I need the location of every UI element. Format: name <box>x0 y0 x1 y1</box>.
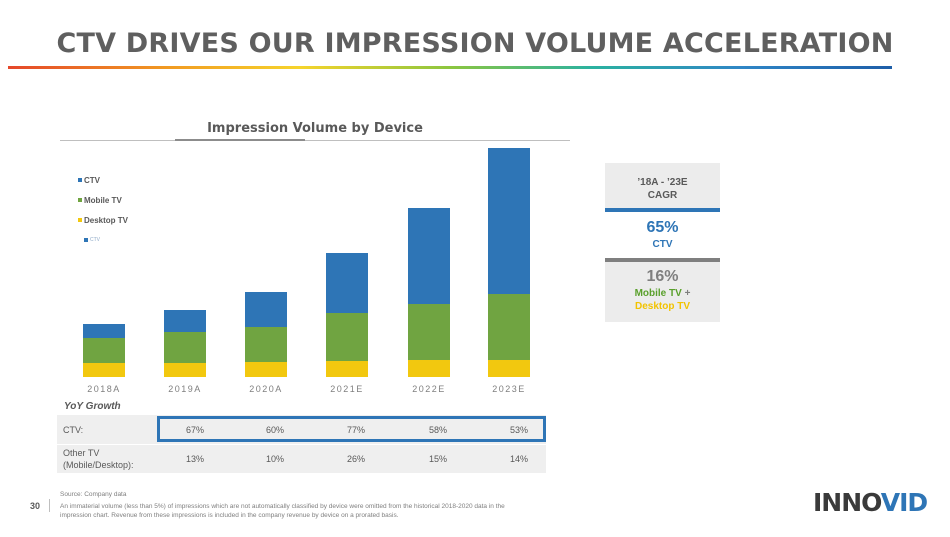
x-tick-label: 2022E <box>412 384 446 394</box>
title-gradient-rule <box>8 66 892 69</box>
page-number: 30 <box>30 501 41 511</box>
chart-title-rule <box>60 140 570 141</box>
x-tick-label: 2019A <box>168 384 202 394</box>
x-tick-label: 2021E <box>330 384 364 394</box>
x-tick-label: 2023E <box>492 384 526 394</box>
bar-mobile-tv-2019A <box>164 332 206 363</box>
bar-desktop-tv-2018A <box>83 363 125 377</box>
x-tick-label: 2018A <box>87 384 121 394</box>
bar-desktop-tv-2023E <box>488 360 530 377</box>
legend-item-ctv: CTV <box>78 170 128 190</box>
legend-item-mobile-tv: Mobile TV <box>78 190 128 210</box>
bar-mobile-tv-2020A <box>245 327 287 362</box>
stacked-bar-chart: 2018A 2019A 2020A 2021E 2022E 2023E <box>83 148 530 394</box>
cagr-other-label-line1: Mobile TV + <box>605 288 720 299</box>
bar-desktop-tv-2019A <box>164 363 206 377</box>
cagr-panel: ’18A - ’23E CAGR 65% CTV 16% Mobile TV +… <box>605 163 720 322</box>
page-number-separator <box>49 499 50 512</box>
cagr-other-value: 16% <box>646 268 679 285</box>
yoy-cell: 10% <box>265 454 284 464</box>
legend-label-mobile-tv: Mobile TV <box>84 195 122 205</box>
cagr-ctv-label: CTV <box>652 239 673 250</box>
chart-title: Impression Volume by Device <box>207 121 423 136</box>
bar-ctv-2022E <box>408 208 450 304</box>
bar-desktop-tv-2022E <box>408 360 450 377</box>
cagr-heading-label: CAGR <box>647 190 678 201</box>
innovid-logo: INNOVID <box>813 488 928 517</box>
chart-title-rule-accent <box>175 139 305 141</box>
bar-ctv-2018A <box>83 324 125 338</box>
chart-legend: CTV Mobile TV Desktop TV CTV <box>78 170 128 250</box>
yoy-cell: 67% <box>185 424 204 435</box>
cagr-mobile-tv-label: Mobile TV <box>634 288 682 299</box>
cagr-desktop-tv-label: Desktop TV <box>634 301 690 312</box>
yoy-table: CTV: 67% 60% 77% 58% 53% Other TV (Mobil… <box>57 415 546 473</box>
yoy-row-label: CTV: <box>63 424 84 435</box>
bar-mobile-tv-2023E <box>488 294 530 360</box>
legend-label-faint: CTV <box>90 237 100 243</box>
bar-mobile-tv-2018A <box>83 338 125 363</box>
legend-swatch-ctv <box>78 178 82 182</box>
yoy-cell: 53% <box>509 424 528 435</box>
ctv-highlight-box <box>157 416 546 442</box>
footnote: An immaterial volume (less than 5%) of i… <box>60 503 505 519</box>
yoy-cell: 13% <box>185 454 204 464</box>
bar-ctv-2019A <box>164 310 206 332</box>
logo-text-part1: INNO <box>813 488 882 517</box>
bar-ctv-2021E <box>326 253 368 313</box>
cagr-ctv-block: 65% CTV <box>605 212 720 258</box>
yoy-cell: 26% <box>346 454 365 464</box>
cagr-heading-period: ’18A - ’23E <box>637 177 688 188</box>
yoy-cell: 14% <box>509 454 528 464</box>
cagr-ctv-value: 65% <box>646 219 679 236</box>
legend-item-desktop-tv: Desktop TV <box>78 210 128 230</box>
legend-swatch-mobile-tv <box>78 198 82 202</box>
bar-mobile-tv-2022E <box>408 304 450 360</box>
yoy-cell: 15% <box>428 454 447 464</box>
cagr-plus-sign: + <box>684 288 691 299</box>
yoy-row-other-tv: Other TV (Mobile/Desktop): 13% 10% 26% 1… <box>57 445 546 473</box>
yoy-title: YoY Growth <box>64 401 121 412</box>
bar-ctv-2023E <box>488 148 530 294</box>
yoy-cell: 77% <box>346 424 365 435</box>
yoy-row-label: Other TV (Mobile/Desktop): <box>63 448 134 470</box>
cagr-other-divider <box>605 258 720 262</box>
yoy-row-ctv: CTV: 67% 60% 77% 58% 53% <box>57 415 546 444</box>
yoy-cell: 58% <box>428 424 447 435</box>
bar-mobile-tv-2021E <box>326 313 368 361</box>
cagr-ctv-divider <box>605 208 720 212</box>
legend-swatch-desktop-tv <box>78 218 82 222</box>
cagr-heading: ’18A - ’23E CAGR <box>605 163 720 208</box>
yoy-cell: 60% <box>265 424 284 435</box>
x-tick-label: 2020A <box>249 384 283 394</box>
legend-item-faint: CTV <box>78 230 128 250</box>
page-title: CTV DRIVES OUR IMPRESSION VOLUME ACCELER… <box>56 28 894 59</box>
legend-label-desktop-tv: Desktop TV <box>84 215 129 225</box>
bar-desktop-tv-2020A <box>245 362 287 377</box>
source-note: Source: Company data <box>60 491 127 498</box>
legend-label-ctv: CTV <box>84 175 100 185</box>
logo-text-part2: VID <box>880 488 928 517</box>
bar-ctv-2020A <box>245 292 287 327</box>
bar-desktop-tv-2021E <box>326 361 368 377</box>
legend-swatch-faint <box>84 238 88 242</box>
cagr-other-block: 16% Mobile TV + Desktop TV <box>605 262 720 322</box>
yoy-row-divider <box>57 444 546 445</box>
